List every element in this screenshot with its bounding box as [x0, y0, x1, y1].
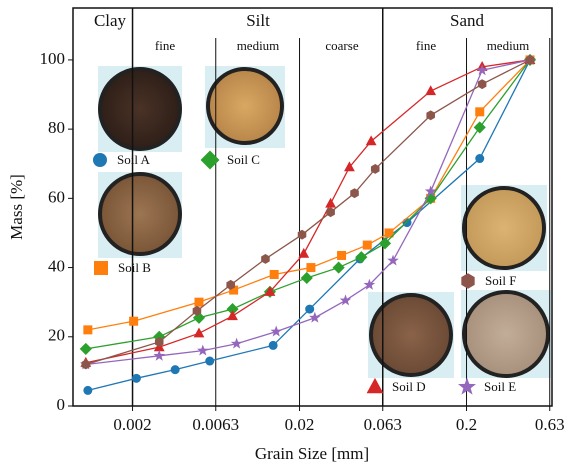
x-tick-label: 0.063 — [364, 415, 402, 434]
marker — [474, 121, 486, 133]
marker — [269, 341, 278, 350]
marker — [298, 230, 307, 240]
chart: Mass [%] Grain Size [mm] 0.002 0.0063 0.02… — [0, 0, 571, 470]
subzone-label: fine — [416, 38, 436, 53]
subzone-label: medium — [487, 38, 530, 53]
soil-photo — [100, 174, 180, 254]
marker — [80, 343, 92, 355]
legend-marker — [367, 378, 384, 393]
soil-photo — [464, 188, 544, 268]
marker — [478, 79, 487, 89]
subzone-label: fine — [155, 38, 175, 53]
y-tick-label: 40 — [48, 256, 65, 275]
subzone-label: medium — [237, 38, 280, 53]
marker — [83, 325, 92, 334]
y-axis-label: Mass [%] — [7, 174, 26, 240]
x-tick-label: 0.0063 — [192, 415, 239, 434]
page: Mass [%] Grain Size [mm] 0.002 0.0063 0.02… — [0, 0, 571, 470]
marker — [153, 350, 165, 361]
y-tick-label: 80 — [48, 118, 65, 137]
marker — [366, 135, 377, 145]
zone-label: Clay — [94, 11, 127, 30]
marker — [171, 365, 180, 374]
x-tick-label: 0.2 — [456, 415, 477, 434]
legend-label: Soil B — [118, 260, 151, 275]
legend-marker — [461, 273, 474, 288]
marker — [305, 305, 314, 314]
x-tick-label: 0.02 — [285, 415, 315, 434]
legend-label: Soil E — [484, 379, 516, 394]
marker — [83, 386, 92, 395]
marker — [129, 317, 138, 326]
marker — [301, 272, 313, 284]
marker — [270, 326, 282, 337]
legend-label: Soil F — [485, 273, 516, 288]
y-tick-label: 60 — [48, 187, 65, 206]
legend-marker — [94, 261, 108, 275]
legend-label: Soil D — [392, 379, 426, 394]
legend-label: Soil A — [117, 152, 150, 167]
y-tick-label: 0 — [57, 395, 66, 414]
marker — [194, 327, 205, 337]
marker — [132, 374, 141, 383]
marker — [227, 310, 238, 320]
legend-marker — [201, 151, 220, 170]
marker — [425, 85, 436, 95]
zone-label: Silt — [246, 11, 270, 30]
marker — [197, 345, 209, 356]
soil-photo — [100, 69, 180, 149]
marker — [270, 270, 279, 279]
subzone-label: coarse — [325, 38, 358, 53]
marker — [261, 254, 270, 264]
marker — [333, 261, 345, 273]
y-tick-label: 20 — [48, 326, 65, 345]
marker — [475, 154, 484, 163]
marker — [231, 338, 243, 349]
x-tick-label: 0.63 — [535, 415, 565, 434]
x-tick-label: 0.002 — [113, 415, 151, 434]
marker — [340, 294, 352, 305]
marker — [337, 251, 346, 260]
soil-photo — [208, 69, 282, 143]
soil-photo — [464, 292, 548, 376]
legend-label: Soil C — [227, 152, 260, 167]
marker — [475, 107, 484, 116]
y-tick-label: 100 — [40, 49, 66, 68]
legend-marker — [93, 153, 107, 167]
marker — [306, 263, 315, 272]
marker — [363, 241, 372, 250]
marker — [194, 298, 203, 307]
zone-label: Sand — [450, 11, 485, 30]
marker — [325, 198, 336, 208]
marker — [205, 357, 214, 366]
x-axis-label: Grain Size [mm] — [255, 444, 369, 463]
